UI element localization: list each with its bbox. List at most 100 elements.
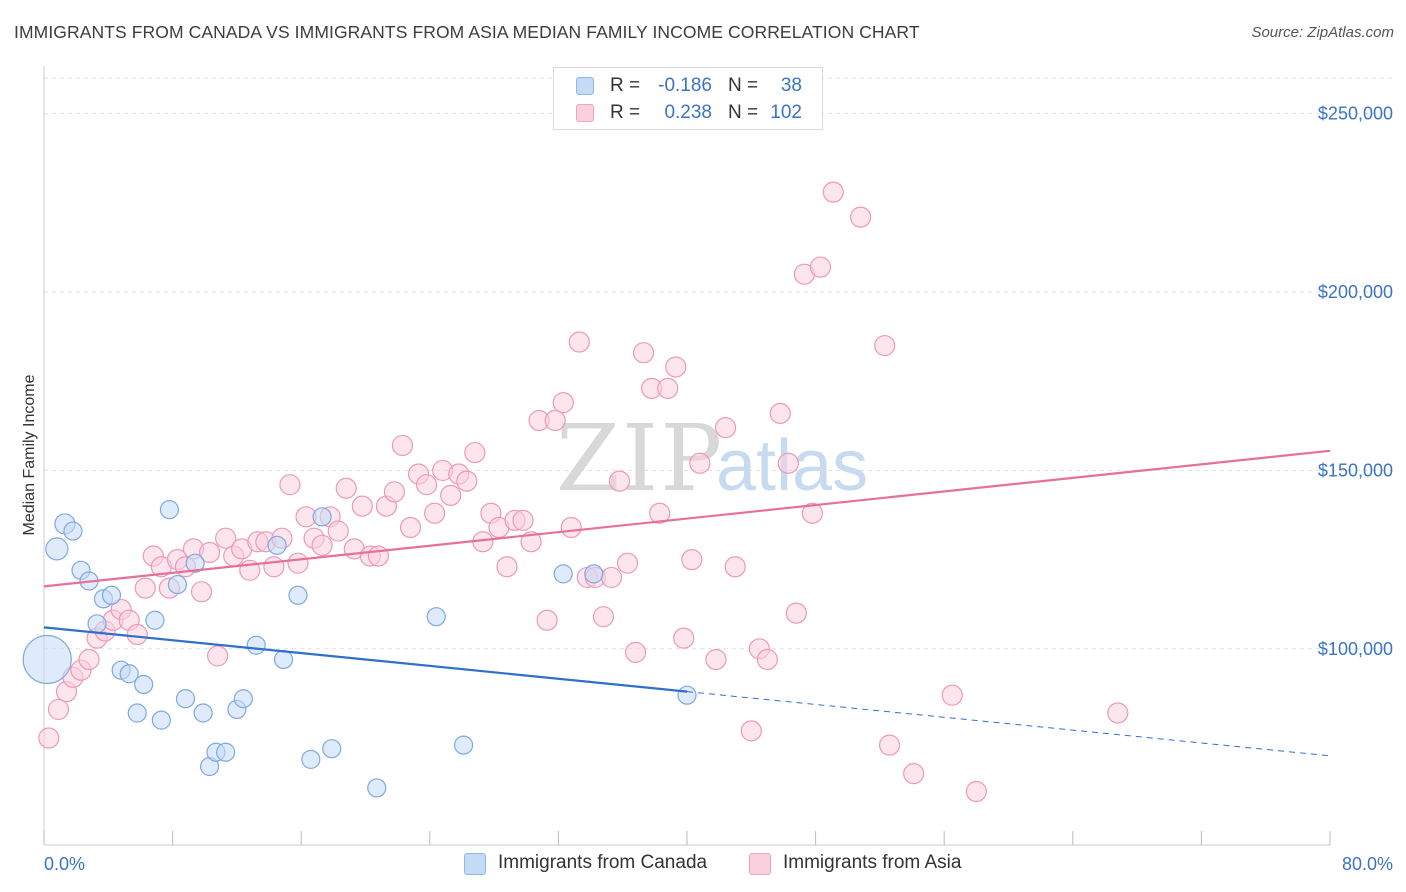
asia-point [965,780,987,803]
canada-point [584,564,604,584]
asia-point [724,556,746,578]
asia-point [207,645,229,667]
n-label: N = [728,75,759,96]
asia-point [440,484,462,506]
asia-point [689,452,711,474]
asia-point [756,648,778,671]
asia-point [714,417,737,439]
asia-point [600,566,623,589]
source-label: Source: ZipAtlas.com [1251,24,1394,41]
canada-point [312,507,332,527]
correlation-legend: R = -0.186 N = 38 R = 0.238 N = 102 [553,67,823,130]
canada-point [22,634,72,685]
canada-point [367,778,387,798]
asia-point [190,581,213,603]
asia-point [665,356,687,378]
y-tick-label: $200,000 [1318,282,1393,302]
asia-point [215,527,237,549]
asia-point [809,256,832,278]
canada-trend-line [43,626,688,693]
chart-title: IMMIGRANTS FROM CANADA VS IMMIGRANTS FRO… [14,22,920,42]
y-tick-label: $250,000 [1318,104,1393,124]
asia-point [822,181,844,203]
asia-legend-swatch [749,853,771,875]
asia-point [78,648,100,671]
r-label: R = [610,102,641,123]
asia-point [287,552,309,574]
asia-point [903,763,925,785]
asia-point [1107,702,1129,724]
canada-point [167,574,188,595]
canada-n-value: 38 [780,75,802,96]
canada-point [273,649,294,670]
asia-point [649,502,671,524]
asia-point [657,377,679,399]
canada-legend-label: Immigrants from Canada [498,852,708,873]
asia-point [874,334,896,357]
canada-point [45,537,69,561]
canada-point [63,521,83,541]
canada-point [134,674,154,695]
asia-point [878,734,901,756]
asia-point [801,502,823,524]
asia-point [705,648,727,671]
asia-n-value: 102 [770,102,802,123]
canada-point [101,585,122,605]
asia-point [512,509,534,531]
asia-point [126,623,148,646]
watermark: ZIP atlas [556,405,868,512]
canada-point [216,742,236,762]
asia-point [351,495,373,517]
canada-point [185,553,205,573]
y-tick-labels: $100,000 $150,000 $200,000 $250,000 [1318,104,1393,659]
canada-point [193,703,213,723]
y-axis-label: Median Family Income [21,374,38,535]
asia-point [785,602,807,624]
asia-point [496,556,518,578]
asia-point [769,402,791,424]
canada-point [553,564,573,584]
asia-legend-label: Immigrants from Asia [783,852,962,873]
canada-point [175,689,196,709]
canada-point [145,610,165,630]
asia-point [608,470,631,492]
asia-point [279,474,301,496]
asia-point [47,698,70,721]
asia-point [399,516,422,539]
canada-point [151,710,171,730]
y-tick-label: $150,000 [1318,460,1393,480]
asia-point [263,556,285,578]
canada-points [22,500,697,798]
n-label: N = [728,102,759,123]
asia-point [624,641,647,663]
canada-point [127,703,147,723]
canada-swatch [576,77,594,95]
asia-point [327,520,349,542]
trend-lines [43,449,1331,757]
canada-point [288,585,308,605]
asia-point [335,477,357,499]
x-tick-label-min: 0.0% [44,854,85,874]
y-tick-label: $100,000 [1318,639,1393,659]
axes [43,66,1331,846]
asia-point [367,545,389,567]
asia-point [592,606,615,628]
asia-point [464,441,486,464]
asia-swatch [576,104,594,122]
asia-point [941,684,963,706]
canada-point [119,664,139,684]
asia-trend-line [43,449,1331,588]
asia-point [673,627,695,649]
asia-point [681,549,703,571]
r-label: R = [610,75,641,96]
asia-point [560,516,582,539]
canada-point [322,739,342,759]
canada-point [677,685,697,705]
asia-point [850,206,872,228]
canada-trend-extension [686,691,1331,757]
asia-point [777,452,799,474]
x-tick-label-max: 80.0% [1342,854,1393,874]
asia-point [424,502,446,524]
asia-r-value: 0.238 [664,102,712,123]
asia-point [616,552,639,574]
